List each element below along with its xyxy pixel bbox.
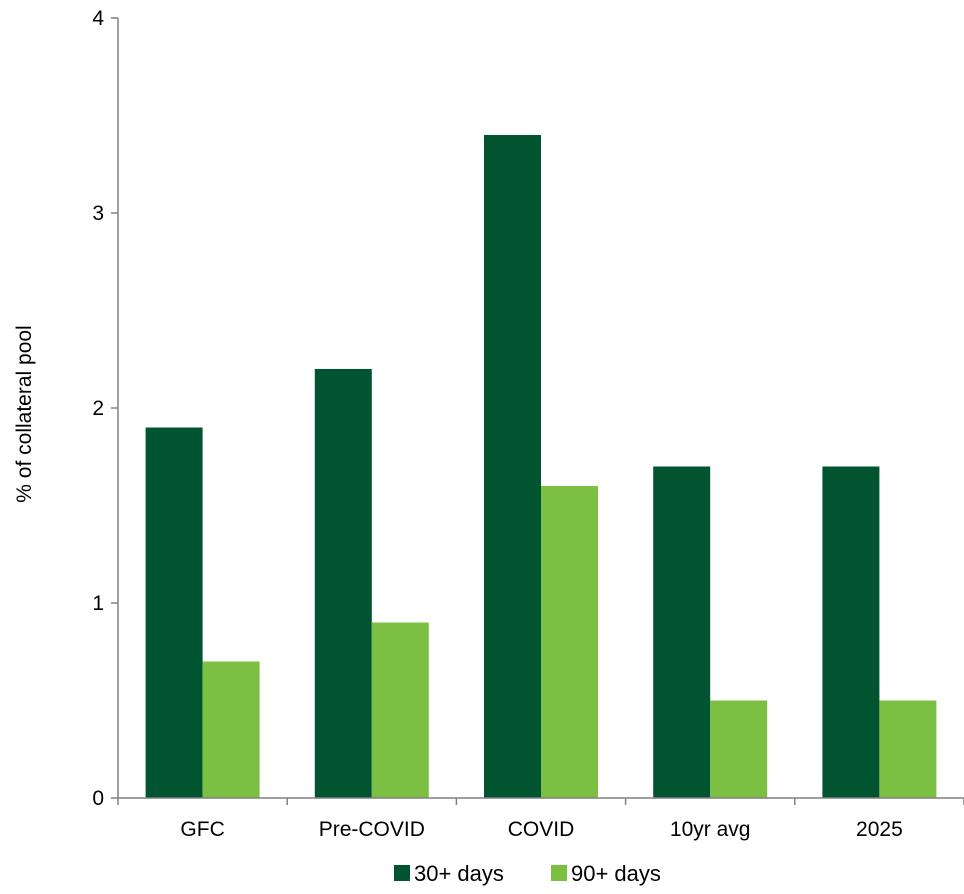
bar-30-plus	[145, 427, 203, 798]
bar-90-plus	[202, 661, 260, 798]
x-axis-ticks: GFC Pre-COVID COVID 10yr avg 2025	[117, 798, 964, 841]
bars-layer	[145, 135, 937, 798]
y-tick-label: 0	[92, 787, 104, 810]
bar-90-plus	[371, 622, 429, 798]
bar-90-plus	[541, 486, 598, 798]
x-tick-label: 10yr avg	[670, 818, 751, 841]
y-tick-label: 3	[92, 202, 104, 225]
x-tick-label: 2025	[856, 818, 903, 841]
y-axis-ticks: 0 1 2 3 4	[92, 7, 118, 810]
bar-90-plus	[710, 700, 768, 798]
bar-30-plus	[314, 369, 372, 798]
y-tick-label: 1	[92, 592, 104, 615]
legend-label: 90+ days	[571, 861, 661, 886]
legend: 30+ days 90+ days	[394, 861, 661, 886]
bar-30-plus	[484, 135, 541, 798]
legend-swatch	[551, 865, 567, 881]
bar-30-plus	[653, 466, 711, 798]
legend-swatch	[394, 865, 410, 881]
x-tick-label: GFC	[180, 818, 224, 841]
x-tick-label: Pre-COVID	[319, 818, 425, 841]
bar-30-plus	[822, 466, 880, 798]
x-tick-label: COVID	[508, 818, 575, 841]
y-tick-label: 2	[92, 397, 104, 420]
y-tick-label: 4	[92, 7, 104, 30]
y-axis-title: % of collateral pool	[13, 325, 36, 502]
bar-90-plus	[879, 700, 937, 798]
legend-label: 30+ days	[414, 861, 504, 886]
